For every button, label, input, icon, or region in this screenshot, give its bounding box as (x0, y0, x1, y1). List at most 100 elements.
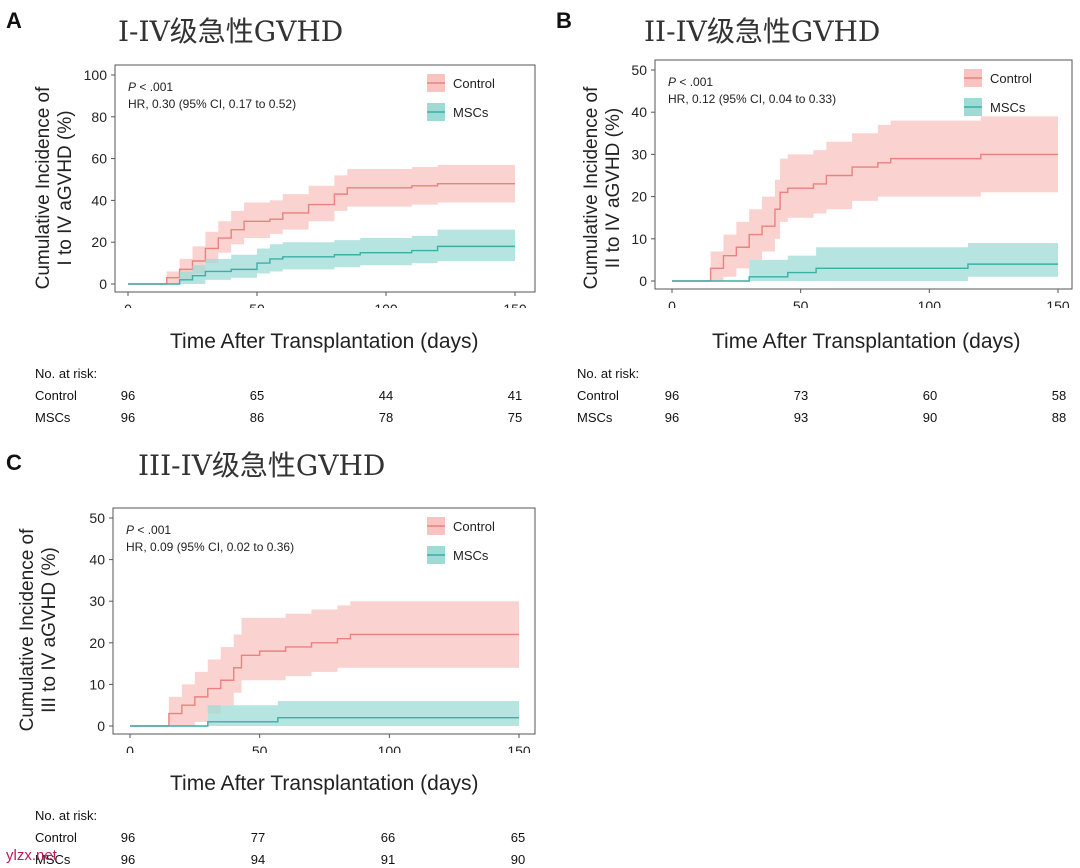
risk-row-label: MSCs (35, 852, 71, 867)
risk-value: 88 (1051, 410, 1067, 425)
plot-frame (112, 507, 536, 735)
legend-label: Control (453, 76, 495, 91)
risk-value: 96 (120, 830, 136, 845)
y-tick-label: 20 (91, 234, 107, 250)
chart-plot: 0 10 20 30 40 50 0 50 100 150 P < .001 HR, 0.09 (95… (89, 507, 536, 753)
control-ci-band (128, 164, 515, 284)
watermark: ylzx.net (6, 847, 57, 864)
risk-value: 96 (664, 388, 680, 403)
risk-value: 78 (378, 410, 394, 425)
risk-value: 94 (250, 852, 266, 867)
y-axis-label-line1: Cumulative Incidence of (17, 528, 38, 732)
risk-row-label: Control (35, 388, 77, 403)
risk-value: 65 (249, 388, 265, 403)
legend-label: MSCs (990, 100, 1026, 115)
risk-value: 41 (507, 388, 523, 403)
chart-title: I-IV级急性GVHD (118, 15, 344, 48)
risk-value: 93 (793, 410, 809, 425)
risk-value: 58 (1051, 388, 1067, 403)
y-tick-label: 50 (89, 510, 105, 526)
x-tick-label: 0 (126, 743, 134, 753)
chart-title: III-IV级急性GVHD (138, 449, 386, 482)
x-tick-label: 0 (668, 298, 676, 308)
y-tick-label: 40 (89, 552, 105, 568)
risk-value: 77 (250, 830, 266, 845)
chart-plot: 0 10 20 30 40 50 0 50 100 150 P < .001 HR, 0.12 (95… (631, 59, 1073, 308)
risk-value: 44 (378, 388, 394, 403)
risk-row-label: Control (577, 388, 619, 403)
x-tick-label: 150 (507, 743, 531, 753)
p-value-annotation: P < .001 (126, 523, 171, 537)
risk-table-title: No. at risk: (35, 808, 98, 823)
chart-title: II-IV级急性GVHD (644, 15, 881, 48)
risk-row-label: Control (35, 830, 77, 845)
y-tick-label: 20 (631, 189, 647, 205)
x-tick-label: 0 (124, 301, 132, 308)
y-tick-label: 10 (89, 676, 105, 692)
x-axis-label: Time After Transplantation (days) (170, 330, 479, 353)
y-axis-label-line2: I to IV aGVHD (%) (55, 110, 76, 266)
mscs-ci-band (130, 701, 519, 726)
y-tick-label: 60 (91, 151, 107, 167)
y-tick-label: 30 (89, 593, 105, 609)
x-tick-label: 150 (503, 301, 527, 308)
risk-row-label: MSCs (577, 410, 613, 425)
p-value-annotation: P < .001 (668, 75, 713, 89)
y-axis-label: Cumulative Incidence of III to IV aGVHD … (17, 515, 61, 745)
y-tick-label: 30 (631, 146, 647, 162)
x-tick-label: 150 (1046, 298, 1070, 308)
x-tick-label: 50 (249, 301, 265, 308)
y-tick-label: 20 (89, 635, 105, 651)
risk-value: 73 (793, 388, 809, 403)
legend-label: MSCs (453, 105, 489, 120)
control-series-line (130, 633, 519, 727)
x-axis-label: Time After Transplantation (days) (712, 330, 1021, 353)
p-value-annotation: P < .001 (128, 80, 173, 94)
panel-label: A (6, 8, 22, 33)
risk-value: 96 (664, 410, 680, 425)
risk-value: 96 (120, 852, 136, 867)
plot-frame (114, 64, 536, 293)
risk-value: 75 (507, 410, 523, 425)
plot-frame (654, 59, 1073, 290)
risk-value: 65 (510, 830, 526, 845)
x-tick-label: 50 (252, 743, 268, 753)
y-axis-label-line2: III to IV aGVHD (%) (39, 547, 60, 713)
y-tick-label: 0 (639, 273, 647, 289)
mscs-series-line (672, 263, 1058, 282)
y-tick-label: 40 (631, 104, 647, 120)
panel-label: C (6, 450, 22, 475)
hr-annotation: HR, 0.30 (95% CI, 0.17 to 0.52) (128, 97, 296, 111)
x-tick-label: 100 (918, 298, 942, 308)
hr-annotation: HR, 0.09 (95% CI, 0.02 to 0.36) (126, 540, 294, 554)
control-ci-band (672, 116, 1058, 281)
risk-value: 60 (922, 388, 938, 403)
y-tick-label: 0 (97, 718, 105, 734)
control-series-line (128, 182, 515, 285)
x-axis-label: Time After Transplantation (days) (170, 772, 479, 795)
legend-label: Control (453, 519, 495, 534)
x-tick-label: 100 (378, 743, 402, 753)
control-series-line (672, 153, 1058, 282)
mscs-ci-band (672, 243, 1058, 281)
risk-table-title: No. at risk: (577, 366, 640, 381)
panel-label: B (556, 8, 572, 33)
y-tick-label: 10 (631, 231, 647, 247)
y-tick-label: 50 (631, 62, 647, 78)
hr-annotation: HR, 0.12 (95% CI, 0.04 to 0.33) (668, 92, 836, 106)
y-tick-label: 0 (99, 276, 107, 292)
risk-value: 91 (380, 852, 396, 867)
risk-value: 66 (380, 830, 396, 845)
risk-row-label: MSCs (35, 410, 71, 425)
x-tick-label: 100 (374, 301, 398, 308)
mscs-series-line (130, 716, 519, 727)
risk-value: 90 (510, 852, 526, 867)
y-tick-label: 80 (91, 109, 107, 125)
legend-label: Control (990, 71, 1032, 86)
risk-value: 86 (249, 410, 265, 425)
y-tick-label: 100 (84, 67, 108, 83)
risk-table-title: No. at risk: (35, 366, 98, 381)
chart-plot: 0 20 40 60 80 100 0 50 100 150 P < .001 HR, 0.30 (9… (84, 64, 536, 308)
y-axis-label: Cumulative Incidence of I to IV aGVHD (%… (33, 73, 77, 303)
x-tick-label: 50 (793, 298, 809, 308)
